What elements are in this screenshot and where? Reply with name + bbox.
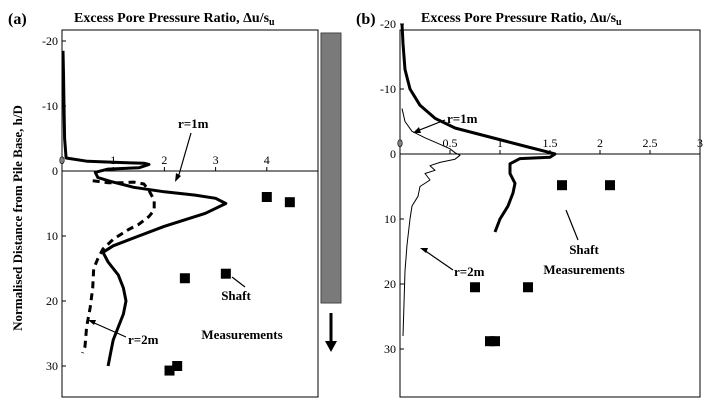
panel-a-leader-r1m-head (175, 173, 181, 182)
panel-a-y-tick-label: 0 (52, 164, 58, 178)
panel-b-shaft-measurement-point (523, 282, 533, 293)
panel-a-annotation-r2m: r=2m (128, 332, 159, 347)
panel-a-shaft-measurement-point (220, 268, 231, 279)
panel-a-annotation-r1m: r=1m (178, 116, 209, 131)
panel-b-y-tick-label: 20 (384, 277, 396, 291)
panel-a-x-tick-label: 2 (161, 153, 167, 167)
panel-a-y-tick-label: 20 (46, 294, 58, 308)
panel-a-y-tick-label: 10 (46, 229, 58, 243)
panel-b-shaft-measurement-point (557, 180, 567, 191)
pile-direction-arrow-head (325, 341, 337, 352)
panel-a-title-sub: u (269, 17, 275, 28)
panel-a-x-tick-label: 0 (59, 153, 65, 167)
panel-b-x-tick-label: 3 (697, 136, 703, 150)
panel-b-plot-frame (399, 29, 701, 398)
panel-b-axes: 0 0.5 1 1.5 2 2.5 3 -20 -10 0 10 20 30 (380, 17, 703, 356)
panel-b-x-tick-label: 2.5 (643, 136, 658, 150)
panel-a-shaft-measurement-point (172, 361, 183, 371)
panel-b-y-tick-label: 30 (384, 342, 396, 356)
panel-b-title-sub: u (616, 17, 622, 28)
panel-a-title-main: Excess Pore Pressure Ratio, Δu/s (74, 11, 270, 26)
panel-a-series (61, 50, 295, 376)
panel-a-ylabel: Normalised Distance from Pile Base, h/D (10, 105, 25, 331)
panel-a-annotation-shaft: Shaft (221, 288, 251, 303)
panel-a-shaft-measurement-point (164, 365, 175, 376)
panel-a-shaft-measurement-point (179, 273, 190, 284)
panel-b-leader-shaft (565, 209, 579, 241)
panel-b-title-main: Excess Pore Pressure Ratio, Δu/s (421, 11, 617, 26)
panel-b-annotation-measurements: Measurements (543, 262, 624, 277)
panel-b-x-tick-label: 0 (397, 136, 403, 150)
panel-b-x-tick-label: 0.5 (443, 136, 458, 150)
panel-a-axes: 0 1 2 3 4 -20 -10 0 10 20 30 (42, 34, 318, 373)
panel-a-series-r-2m (81, 179, 156, 354)
panel-b-annotation-shaft: Shaft (569, 242, 599, 257)
panel-a-shaft-measurement-point (284, 197, 295, 208)
panel-b-y-tick-label: -20 (380, 17, 396, 31)
panel-b-y-tick-label: -10 (380, 82, 396, 96)
panel-a-annotation-measurements: Measurements (201, 327, 282, 342)
panel-b-leader-r1m-head (413, 127, 421, 133)
panel-b-leader-r1m (416, 119, 446, 132)
panel-b-series-r-2m (401, 108, 461, 337)
panel-a-shaft-measurement-point (261, 192, 272, 202)
panel-b-y-tick-label: 10 (384, 212, 396, 226)
panel-a-leader-r2m (91, 321, 127, 338)
pile-shaft-bar (320, 32, 342, 304)
panel-b-leader-r2m-head (420, 248, 428, 253)
panel-a-leader-r2m-head (88, 320, 96, 325)
panel-a-plot-frame (61, 29, 319, 398)
panel-a-y-tick-label: 30 (46, 359, 58, 373)
panel-a-y-tick-label: -10 (42, 99, 58, 113)
panel-b-x-tick-label: 2 (597, 136, 603, 150)
panel-b-x-tick-label: 1.5 (543, 136, 558, 150)
panel-a-leader-shaft (231, 276, 246, 288)
panel-b-annotation-r2m: r=2m (454, 264, 485, 279)
panel-a-x-tick-label: 4 (264, 153, 270, 167)
panel-a-label: (a) (8, 11, 27, 28)
panel-b-y-tick-label: 0 (390, 147, 396, 161)
panel-a-leader-r1m (177, 132, 192, 179)
panel-b-title: Excess Pore Pressure Ratio, Δu/su (421, 11, 622, 28)
panel-b-label: (b) (356, 11, 376, 28)
panel-a-series-r-1m (61, 50, 228, 367)
panel-a-title: Excess Pore Pressure Ratio, Δu/su (74, 11, 275, 28)
panel-b-shaft-measurement-point (490, 336, 500, 347)
panel-b-annotation-r1m: r=1m (447, 111, 478, 126)
panel-a-x-tick-label: 3 (213, 153, 219, 167)
panel-a: (a) Excess Pore Pressure Ratio, Δu/su No… (8, 11, 342, 398)
panel-b-shaft-measurement-point (470, 282, 480, 293)
panel-b-series-r-1m (400, 23, 557, 233)
panel-a-y-tick-label: -20 (42, 34, 58, 48)
panel-a-x-tick-label: 1 (110, 153, 116, 167)
panel-b-x-tick-label: 1 (497, 136, 503, 150)
panel-b-leader-r2m (423, 249, 454, 271)
panel-b-series (400, 23, 615, 347)
panel-b-shaft-measurement-point (605, 180, 615, 191)
